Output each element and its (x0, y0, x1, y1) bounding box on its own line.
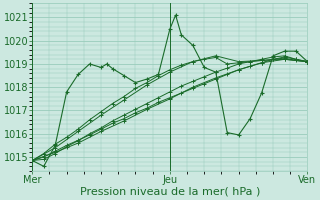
X-axis label: Pression niveau de la mer( hPa ): Pression niveau de la mer( hPa ) (80, 187, 260, 197)
